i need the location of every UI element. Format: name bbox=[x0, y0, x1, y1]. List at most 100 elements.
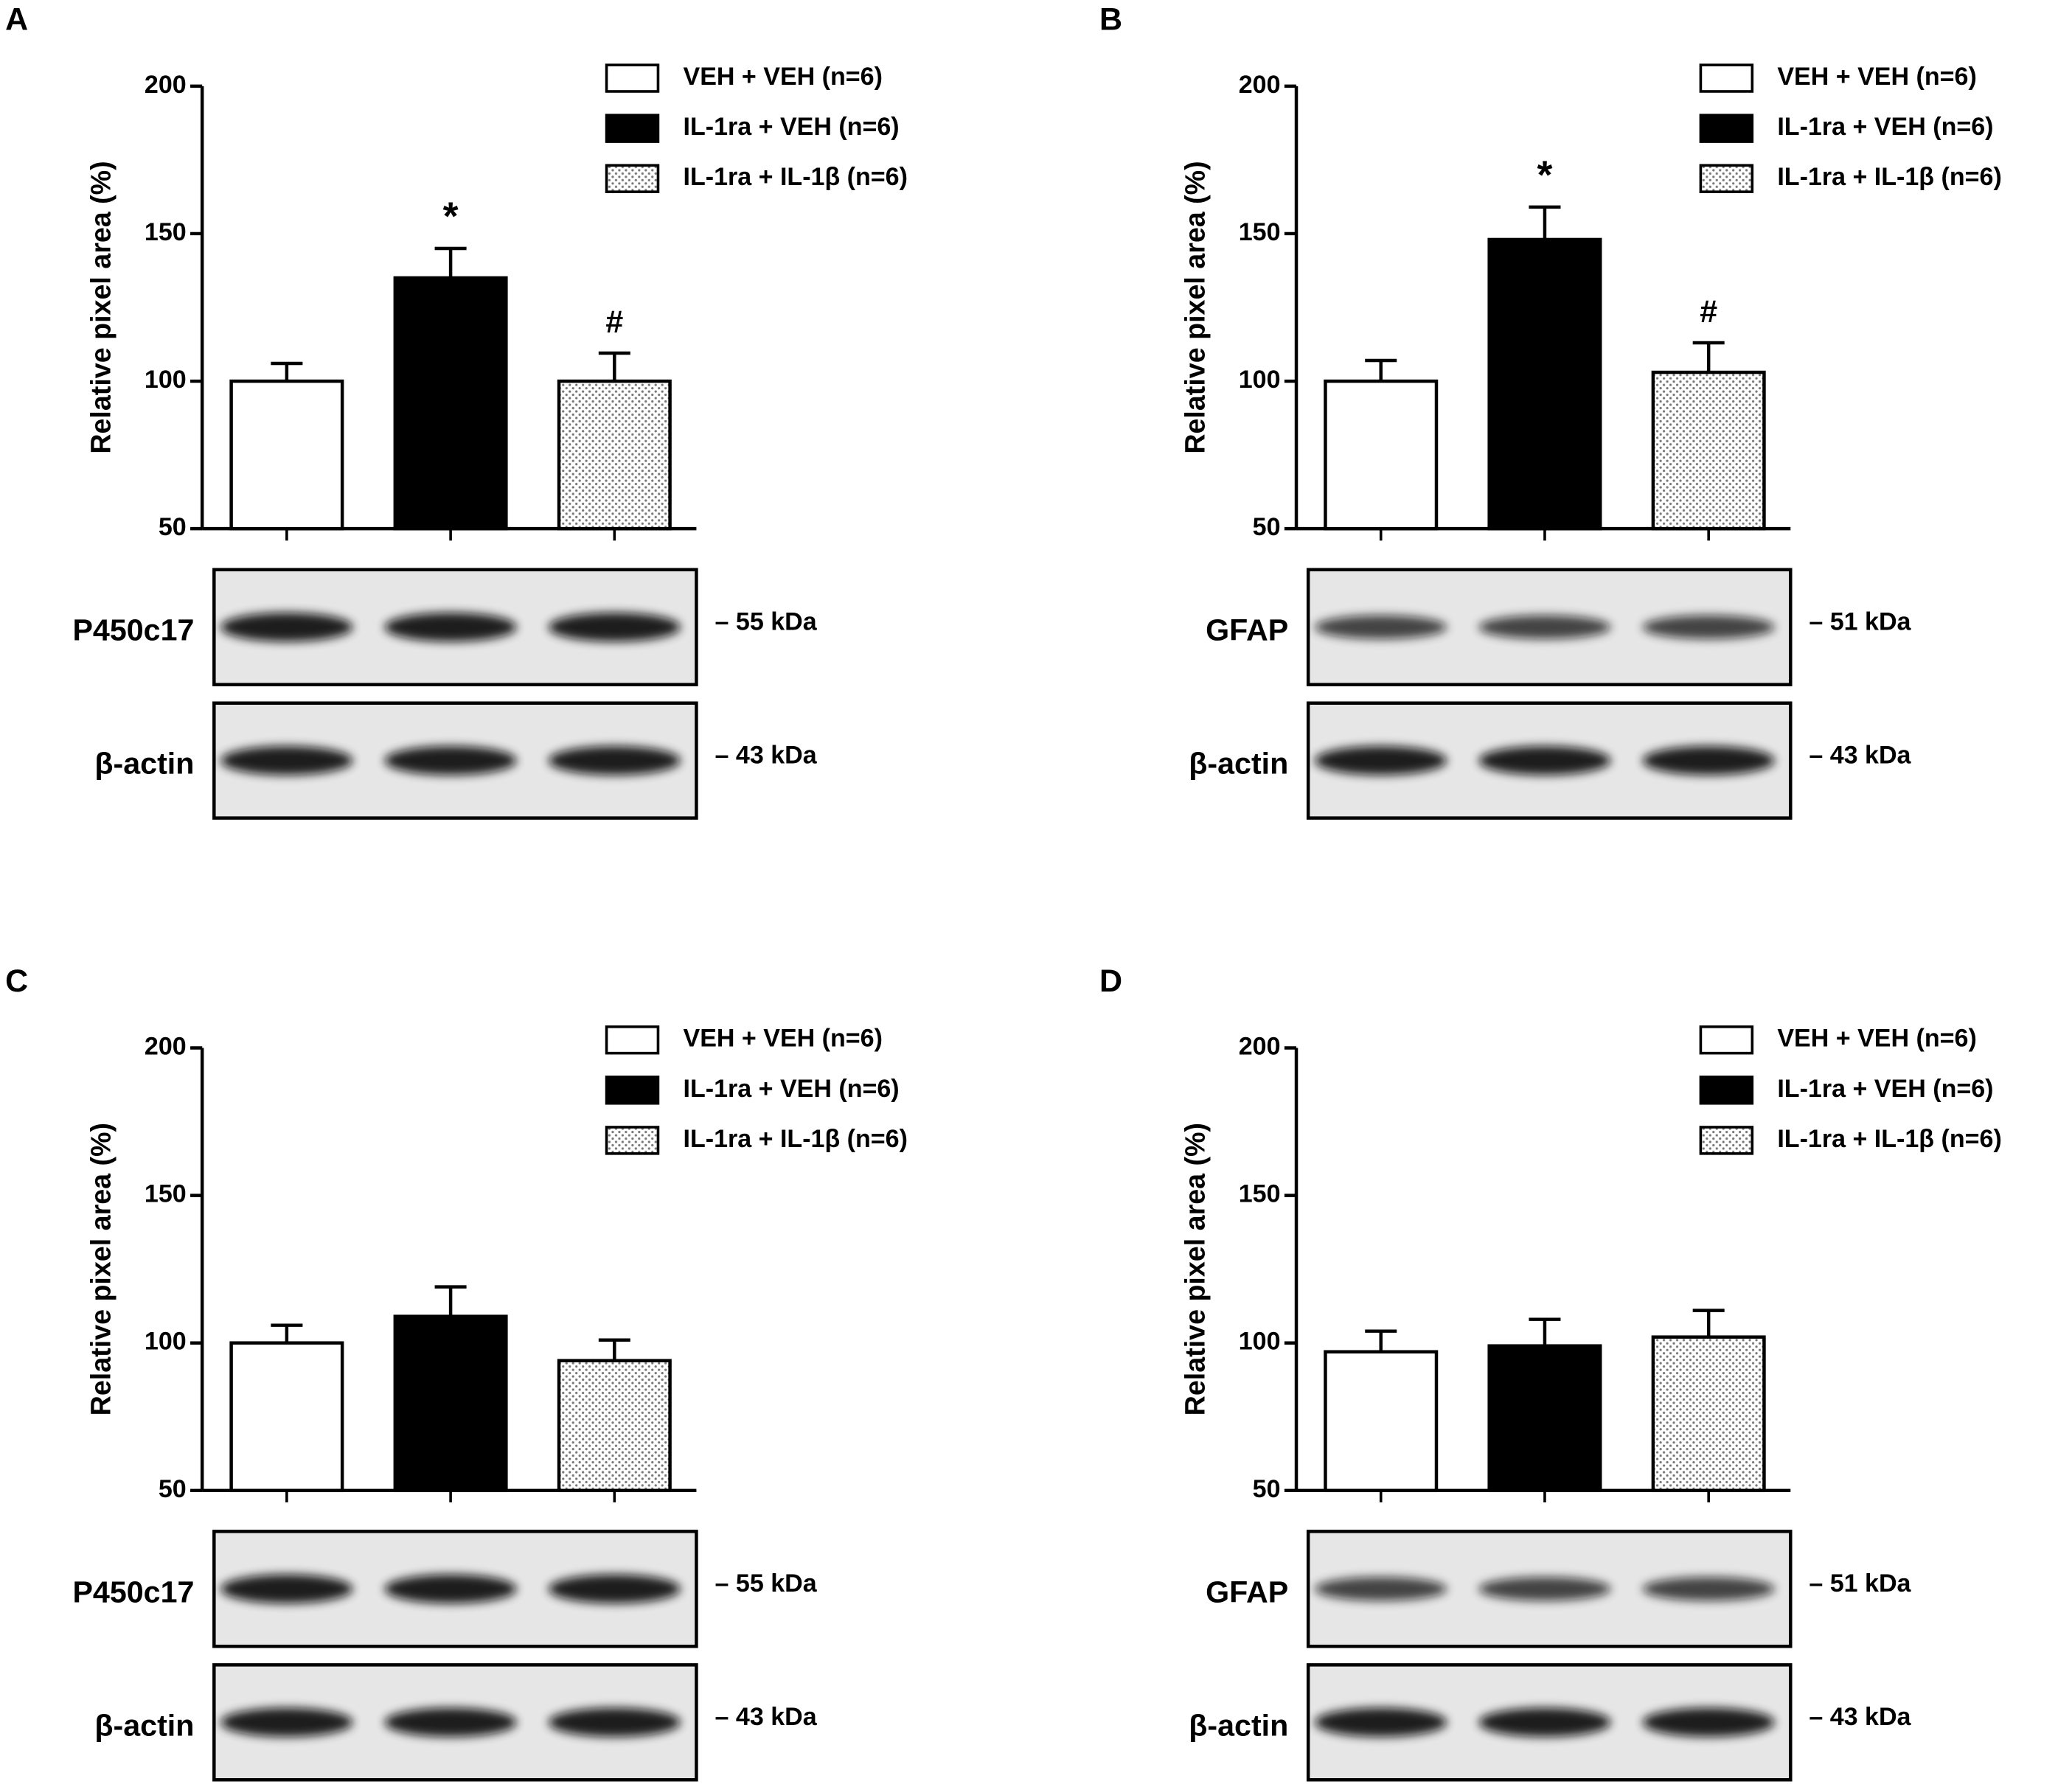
panel-label: D bbox=[1099, 964, 1122, 999]
legend-label: VEH + VEH (n=6) bbox=[1777, 63, 1976, 91]
blot-band bbox=[220, 1574, 353, 1604]
panel: B Relative pixel area (%) 50 100 150 200 VEH +… bbox=[1099, 1, 2002, 820]
bar bbox=[393, 276, 508, 531]
legend-label: IL-1ra + VEH (n=6) bbox=[1777, 1075, 1993, 1103]
blot-label: P450c17 bbox=[72, 613, 194, 647]
bar bbox=[1487, 237, 1602, 531]
bar bbox=[1324, 1350, 1439, 1493]
legend-label: IL-1ra + IL-1β (n=6) bbox=[1777, 163, 2001, 191]
blot-label: P450c17 bbox=[72, 1575, 194, 1609]
bar bbox=[1651, 370, 1766, 531]
legend-swatch bbox=[605, 1076, 660, 1105]
y-tick-label: 50 bbox=[1253, 1475, 1281, 1503]
legend-swatch bbox=[605, 63, 660, 93]
panel-label: C bbox=[5, 964, 28, 999]
legend-swatch bbox=[605, 1025, 660, 1055]
blot-band bbox=[384, 745, 517, 776]
blot-size: – 51 kDa bbox=[1809, 1569, 1911, 1597]
legend-swatch bbox=[605, 164, 660, 193]
blot-band bbox=[384, 612, 517, 642]
y-axis-label: Relative pixel area (%) bbox=[86, 1123, 117, 1415]
bar bbox=[229, 379, 344, 531]
blot-band bbox=[220, 612, 353, 642]
y-tick-label: 150 bbox=[145, 218, 187, 246]
blot-size: – 43 kDa bbox=[715, 1703, 818, 1731]
bar bbox=[1487, 1344, 1602, 1493]
blot-size: – 43 kDa bbox=[1809, 741, 1911, 769]
bar bbox=[229, 1341, 344, 1493]
blot-size: – 55 kDa bbox=[715, 1569, 818, 1597]
y-axis-label: Relative pixel area (%) bbox=[1180, 161, 1211, 453]
panel: A Relative pixel area (%) 50 100 150 200 VEH +… bbox=[5, 1, 908, 820]
legend-swatch bbox=[1699, 114, 1754, 143]
blot-label: β-actin bbox=[94, 747, 194, 781]
blot-band bbox=[1315, 745, 1447, 776]
y-tick-label: 150 bbox=[145, 1180, 187, 1208]
blot-band bbox=[220, 745, 353, 776]
y-tick-label: 200 bbox=[145, 1032, 187, 1060]
blot-band bbox=[384, 1574, 517, 1604]
blot-label: GFAP bbox=[1206, 1575, 1288, 1609]
blot-band bbox=[384, 1707, 517, 1738]
blot-band bbox=[1315, 615, 1447, 639]
y-tick-label: 100 bbox=[145, 1328, 187, 1356]
bar bbox=[1324, 379, 1439, 531]
legend-swatch bbox=[605, 1126, 660, 1155]
blot-label: GFAP bbox=[1206, 613, 1288, 647]
legend-label: VEH + VEH (n=6) bbox=[684, 63, 883, 91]
y-tick-label: 50 bbox=[159, 513, 187, 541]
legend-swatch bbox=[1699, 1076, 1754, 1105]
blot-size: – 43 kDa bbox=[715, 741, 818, 769]
legend-swatch bbox=[1699, 1126, 1754, 1155]
y-tick-label: 100 bbox=[1239, 1328, 1281, 1356]
panel-label: B bbox=[1099, 1, 1122, 37]
blot-band bbox=[1642, 1577, 1775, 1601]
legend-label: IL-1ra + IL-1β (n=6) bbox=[684, 1125, 908, 1153]
blot-label: β-actin bbox=[94, 1708, 194, 1742]
y-tick-label: 100 bbox=[1239, 366, 1281, 394]
legend-label: VEH + VEH (n=6) bbox=[1777, 1025, 1976, 1053]
blot-label: β-actin bbox=[1189, 747, 1288, 781]
legend-label: IL-1ra + VEH (n=6) bbox=[684, 1075, 900, 1103]
panel: C Relative pixel area (%) 50 100 150 200 VEH +… bbox=[5, 964, 908, 1782]
blot-band bbox=[1478, 1707, 1611, 1738]
legend-label: VEH + VEH (n=6) bbox=[684, 1025, 883, 1053]
bar bbox=[557, 379, 672, 531]
bar bbox=[557, 1359, 672, 1493]
bar bbox=[393, 1314, 508, 1493]
y-tick-label: 200 bbox=[145, 71, 187, 99]
blot-band bbox=[1642, 615, 1775, 639]
panel: D Relative pixel area (%) 50 100 150 200 VEH +… bbox=[1099, 964, 2002, 1782]
bar bbox=[1651, 1335, 1766, 1493]
legend-swatch bbox=[605, 114, 660, 143]
legend-label: IL-1ra + VEH (n=6) bbox=[1777, 113, 1993, 141]
blot-size: – 51 kDa bbox=[1809, 607, 1911, 635]
blot-band bbox=[548, 745, 681, 776]
blot-band bbox=[1642, 745, 1775, 776]
blot-band bbox=[220, 1707, 353, 1738]
blot-band bbox=[548, 612, 681, 642]
blot-band bbox=[548, 1707, 681, 1738]
blot-band bbox=[1642, 1707, 1775, 1738]
y-axis-label: Relative pixel area (%) bbox=[1180, 1123, 1211, 1415]
legend-label: IL-1ra + VEH (n=6) bbox=[684, 113, 900, 141]
y-tick-label: 100 bbox=[145, 366, 187, 394]
blot-size: – 43 kDa bbox=[1809, 1703, 1911, 1731]
y-tick-label: 200 bbox=[1239, 1032, 1281, 1060]
significance-mark: # bbox=[1700, 294, 1717, 330]
blot-label: β-actin bbox=[1189, 1708, 1288, 1742]
blot-band bbox=[548, 1574, 681, 1604]
blot-band bbox=[1478, 615, 1611, 639]
significance-mark: * bbox=[1537, 153, 1552, 198]
y-axis-label: Relative pixel area (%) bbox=[86, 161, 117, 453]
blot-band bbox=[1478, 1577, 1611, 1601]
panel-label: A bbox=[5, 1, 28, 37]
legend-swatch bbox=[1699, 164, 1754, 193]
significance-mark: # bbox=[605, 304, 623, 340]
y-tick-label: 50 bbox=[1253, 513, 1281, 541]
blot-band bbox=[1315, 1707, 1447, 1738]
y-tick-label: 200 bbox=[1239, 71, 1281, 99]
legend-label: IL-1ra + IL-1β (n=6) bbox=[1777, 1125, 2001, 1153]
